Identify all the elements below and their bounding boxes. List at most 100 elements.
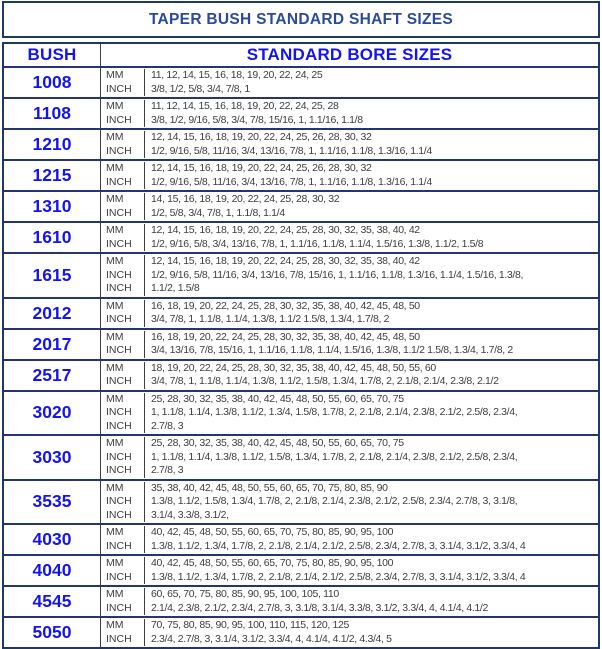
- header-cell-bore: STANDARD BORE SIZES: [101, 44, 598, 66]
- bush-number: 1615: [4, 254, 101, 297]
- table-row: 1210 MM 12, 14, 15, 16, 18, 19, 20, 22, …: [4, 128, 598, 159]
- bore-line: MM 12, 14, 15, 16, 18, 19, 20, 22, 24, 2…: [101, 162, 598, 176]
- unit-label: MM: [101, 330, 145, 344]
- bush-number: 2517: [4, 360, 101, 390]
- unit-label: INCH: [101, 570, 145, 584]
- bore-values: 1/2, 9/16, 5/8, 11/16, 3/4, 13/16, 7/8, …: [151, 144, 432, 157]
- unit-label: MM: [101, 224, 145, 238]
- unit-label: INCH: [101, 539, 145, 553]
- bore-values: 3/8, 1/2, 5/8, 3/4, 7/8, 1: [151, 82, 250, 95]
- row-lines: MM 16, 18, 19, 20, 22, 24, 25, 28, 30, 3…: [101, 330, 598, 359]
- bore-line: INCH 1.3/8, 1.1/2, 1.3/4, 1.7/8, 2, 2.1/…: [101, 539, 598, 553]
- bore-values: 40, 42, 45, 48, 50, 55, 60, 65, 70, 75, …: [151, 557, 394, 569]
- unit-label: MM: [101, 100, 145, 114]
- bore-line: MM 25, 28, 30, 32, 35, 38, 40, 42, 45, 4…: [101, 437, 598, 451]
- table-row: 1215 MM 12, 14, 15, 16, 18, 19, 20, 22, …: [4, 159, 598, 190]
- bore-line: INCH 1/2, 9/16, 5/8, 11/16, 3/4, 13/16, …: [101, 175, 598, 189]
- unit-label: INCH: [101, 237, 145, 251]
- bore-line: MM 16, 18, 19, 20, 22, 24, 25, 28, 30, 3…: [101, 299, 598, 313]
- table-row: 1008 MM 11, 12, 14, 15, 16, 18, 19, 20, …: [4, 66, 598, 97]
- unit-label: INCH: [101, 282, 145, 296]
- unit-label: INCH: [101, 601, 145, 615]
- unit-label: INCH: [101, 508, 145, 522]
- unit-label: INCH: [101, 144, 145, 158]
- bore-line: INCH 1, 1.1/8, 1.1/4, 1.3/8, 1.1/2, 1.5/…: [101, 450, 598, 464]
- bore-values: 25, 28, 30, 32, 35, 38, 40, 42, 45, 48, …: [151, 392, 404, 405]
- unit-label: MM: [101, 162, 145, 176]
- bore-line: MM 12, 14, 15, 16, 18, 19, 20, 22, 24, 2…: [101, 131, 598, 145]
- bush-size-table: BUSH STANDARD BORE SIZES 1008 MM 11, 12,…: [2, 42, 600, 649]
- bore-values: 12, 14, 15, 16, 18, 19, 20, 22, 24, 25, …: [151, 255, 420, 267]
- bore-values: 1, 1.1/8, 1.1/4, 1.3/8, 1.1/2, 1.5/8, 1.…: [151, 450, 518, 463]
- table-row: 2017 MM 16, 18, 19, 20, 22, 24, 25, 28, …: [4, 327, 598, 359]
- bore-line: INCH 1/2, 9/16, 5/8, 11/16, 3/4, 13/16, …: [101, 268, 598, 282]
- unit-label: MM: [101, 361, 145, 375]
- bore-values: 12, 14, 15, 16, 18, 19, 20, 22, 24, 25, …: [151, 131, 372, 143]
- unit-label: INCH: [101, 375, 145, 389]
- unit-label: INCH: [101, 313, 145, 327]
- table-row: 4040 MM 40, 42, 45, 48, 50, 55, 60, 65, …: [4, 554, 598, 585]
- row-lines: MM 11, 12, 14, 15, 16, 18, 19, 20, 22, 2…: [101, 99, 598, 128]
- bore-values: 18, 19, 20, 22, 24, 25, 28, 30, 32, 35, …: [151, 361, 436, 374]
- bush-number: 1108: [4, 99, 101, 128]
- bore-line: INCH 1.3/8, 1.1/2, 1.5/8, 1.3/4, 1.7/8, …: [101, 495, 598, 509]
- bore-values: 3.1/4, 3.3/8, 3.1/2,: [151, 508, 229, 521]
- bore-line: MM 12, 14, 15, 16, 18, 19, 20, 22, 24, 2…: [101, 224, 598, 238]
- unit-label: MM: [101, 255, 145, 269]
- bore-values: 25, 28, 30, 32, 35, 38, 40, 42, 45, 48, …: [151, 437, 404, 449]
- bore-values: 1/2, 9/16, 5/8, 11/16, 3/4, 13/16, 7/8, …: [151, 175, 432, 188]
- row-lines: MM 12, 14, 15, 16, 18, 19, 20, 22, 24, 2…: [101, 254, 598, 297]
- unit-label: MM: [101, 392, 145, 406]
- row-lines: MM 12, 14, 15, 16, 18, 19, 20, 22, 24, 2…: [101, 223, 598, 252]
- bore-line: INCH 2.7/8, 3: [101, 464, 598, 478]
- header-bore-label: STANDARD BORE SIZES: [246, 45, 453, 64]
- bore-line: INCH 2.3/4, 2.7/8, 3, 3.1/4, 3.1/2, 3.3/…: [101, 632, 598, 646]
- bore-line: MM 40, 42, 45, 48, 50, 55, 60, 65, 70, 7…: [101, 526, 598, 540]
- bore-values: 11, 12, 14, 15, 16, 18, 19, 20, 22, 24, …: [151, 100, 339, 112]
- bush-number: 4030: [4, 525, 101, 554]
- bore-line: MM 25, 28, 30, 32, 35, 38, 40, 42, 45, 4…: [101, 392, 598, 406]
- bore-values: 1.3/8, 1.1/2, 1.5/8, 1.3/4, 1.7/8, 2, 2.…: [151, 495, 518, 507]
- bore-line: INCH 3/8, 1/2, 9/16, 5/8, 3/4, 7/8, 15/1…: [101, 113, 598, 127]
- bore-values: 1/2, 9/16, 5/8, 11/16, 3/4, 13/16, 7/8, …: [151, 268, 524, 281]
- bore-line: INCH 3/4, 13/16, 7/8, 15/16, 1, 1.1/16, …: [101, 344, 598, 358]
- bush-number: 1008: [4, 68, 101, 97]
- bush-number: 1610: [4, 223, 101, 252]
- row-lines: MM 16, 18, 19, 20, 22, 24, 25, 28, 30, 3…: [101, 299, 598, 328]
- unit-label: INCH: [101, 495, 145, 509]
- header-bush-label: BUSH: [27, 45, 77, 64]
- bore-line: MM 11, 12, 14, 15, 16, 18, 19, 20, 22, 2…: [101, 100, 598, 114]
- bore-values: 16, 18, 19, 20, 22, 24, 25, 28, 30, 32, …: [151, 330, 420, 343]
- table-row: 2012 MM 16, 18, 19, 20, 22, 24, 25, 28, …: [4, 296, 598, 328]
- table-row: 1610 MM 12, 14, 15, 16, 18, 19, 20, 22, …: [4, 221, 598, 252]
- unit-label: INCH: [101, 113, 145, 127]
- unit-label: MM: [101, 131, 145, 145]
- bore-line: MM 11, 12, 14, 15, 16, 18, 19, 20, 22, 2…: [101, 69, 598, 83]
- bush-number: 3030: [4, 436, 101, 479]
- bore-values: 3/4, 13/16, 7/8, 15/16, 1, 1.1/16, 1.1/8…: [151, 344, 513, 356]
- bore-line: INCH 1/2, 9/16, 5/8, 11/16, 3/4, 13/16, …: [101, 144, 598, 158]
- bush-number: 1215: [4, 161, 101, 190]
- bore-values: 1.3/8, 1.1/2, 1.3/4, 1.7/8, 2, 2.1/8, 2.…: [151, 539, 526, 552]
- bore-values: 1.1/2, 1.5/8: [151, 282, 200, 294]
- unit-label: INCH: [101, 406, 145, 420]
- table-row: 3535 MM 35, 38, 40, 42, 45, 48, 50, 55, …: [4, 478, 598, 524]
- bore-values: 2.7/8, 3: [151, 419, 184, 432]
- bore-line: INCH 1, 1.1/8, 1.1/4, 1.3/8, 1.1/2, 1.3/…: [101, 406, 598, 420]
- bush-number: 3020: [4, 391, 101, 434]
- row-lines: MM 35, 38, 40, 42, 45, 48, 50, 55, 60, 6…: [101, 481, 598, 524]
- page-title: TAPER BUSH STANDARD SHAFT SIZES: [148, 10, 454, 28]
- bore-values: 14, 15, 16, 18, 19, 20, 22, 24, 25, 28, …: [151, 193, 340, 205]
- unit-label: INCH: [101, 82, 145, 96]
- bore-line: MM 35, 38, 40, 42, 45, 48, 50, 55, 60, 6…: [101, 481, 598, 495]
- unit-label: MM: [101, 193, 145, 207]
- bush-number: 2012: [4, 298, 101, 328]
- row-lines: MM 25, 28, 30, 32, 35, 38, 40, 42, 45, 4…: [101, 436, 598, 479]
- bore-line: INCH 1/2, 9/16, 5/8, 3/4, 13/16, 7/8, 1,…: [101, 237, 598, 251]
- table-row: 1108 MM 11, 12, 14, 15, 16, 18, 19, 20, …: [4, 97, 598, 128]
- bore-values: 11, 12, 14, 15, 16, 18, 19, 20, 22, 24, …: [151, 69, 323, 81]
- bore-line: MM 60, 65, 70, 75, 80, 85, 90, 95, 100, …: [101, 588, 598, 602]
- bore-values: 3/8, 1/2, 9/16, 5/8, 3/4, 7/8, 15/16, 1,…: [151, 113, 363, 126]
- bore-values: 35, 38, 40, 42, 45, 48, 50, 55, 60, 65, …: [151, 481, 388, 494]
- table-row: 4030 MM 40, 42, 45, 48, 50, 55, 60, 65, …: [4, 523, 598, 554]
